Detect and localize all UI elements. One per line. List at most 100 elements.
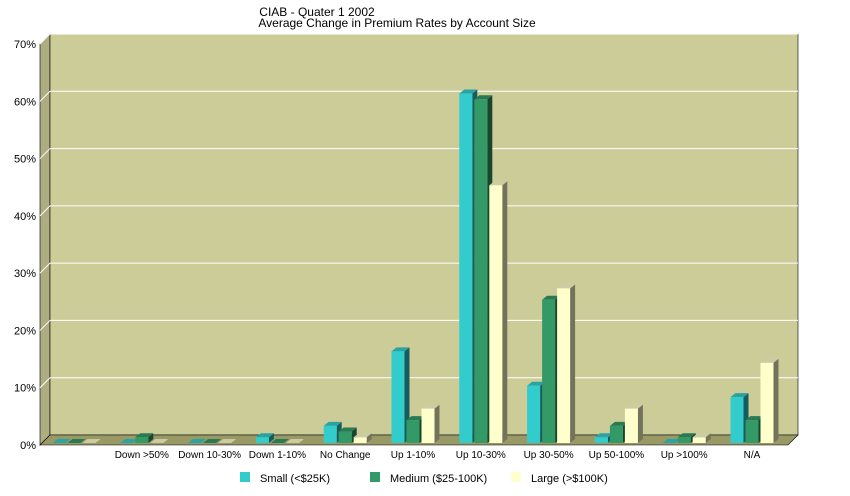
bar-front xyxy=(489,185,503,443)
bar-top xyxy=(188,439,207,443)
x-tick-label: N/A xyxy=(744,450,761,461)
legend: Small (<$25K) Medium ($25-100K) Large (>$1… xyxy=(240,472,608,485)
bar xyxy=(52,439,71,443)
bar-front xyxy=(406,420,420,443)
legend-swatch xyxy=(511,472,521,482)
legend-item: Medium ($25-100K) xyxy=(370,472,487,485)
gridline xyxy=(39,33,51,45)
bar-front xyxy=(542,299,556,443)
legend-label: Large (>$100K) xyxy=(531,473,608,485)
bar xyxy=(730,393,749,443)
bar-front xyxy=(594,437,608,443)
y-tick-label: 30% xyxy=(14,268,36,280)
bar-front xyxy=(459,93,473,444)
bar xyxy=(557,284,576,443)
bar-side xyxy=(148,433,154,443)
legend-item: Small (<$25K) xyxy=(240,472,330,485)
bar-top xyxy=(459,89,478,94)
bar-front xyxy=(135,437,149,443)
chart-subtitle: Average Change in Premium Rates by Accou… xyxy=(258,16,536,30)
bar xyxy=(760,358,779,443)
bar-top xyxy=(135,433,154,438)
bar-front xyxy=(255,437,269,443)
bar-top xyxy=(150,439,169,443)
chart-title: CIAB - Quater 1 2002 xyxy=(259,5,375,19)
gridline xyxy=(39,148,51,159)
bar-front xyxy=(730,397,744,443)
x-tick-label: Down 10-30% xyxy=(178,450,241,461)
bar-top xyxy=(489,181,508,186)
legend-item: Large (>$100K) xyxy=(511,472,608,485)
bar xyxy=(624,404,643,443)
bar-side xyxy=(434,404,440,443)
x-tick-label: No Change xyxy=(320,450,371,461)
bar xyxy=(489,181,508,443)
bar-top xyxy=(421,404,440,409)
bar-top xyxy=(323,421,342,426)
bar-top xyxy=(527,381,546,386)
bar-front xyxy=(624,408,638,443)
bar-top xyxy=(609,421,628,426)
bar-top xyxy=(730,393,749,398)
bar xyxy=(353,433,372,443)
bar xyxy=(255,433,274,443)
y-tick-label: 50% xyxy=(14,154,36,166)
legend-swatch xyxy=(370,472,380,482)
bar-top xyxy=(353,433,372,438)
bars xyxy=(52,89,779,444)
bar-top xyxy=(542,295,561,300)
bar-top xyxy=(391,347,410,352)
y-axis-ticks: 0% 10% 20% 30% 40% 50% 60% 70% xyxy=(14,39,36,452)
back-wall xyxy=(49,33,799,436)
bar-front xyxy=(609,425,623,443)
bar xyxy=(203,439,222,443)
bar-front xyxy=(353,437,367,443)
bar-front xyxy=(677,437,691,443)
x-tick-label: Up 50-100% xyxy=(589,450,645,461)
bar-front xyxy=(391,351,405,443)
bar-front xyxy=(745,420,759,443)
bar-side xyxy=(366,433,372,443)
gridline xyxy=(39,377,51,389)
bar-top xyxy=(120,439,139,443)
x-axis-ticks: Down >50% Down 10-30% Down 1-10% No Change U… xyxy=(115,450,761,461)
bar xyxy=(692,433,711,443)
x-tick-label: Up 30-50% xyxy=(524,450,574,461)
bar xyxy=(67,439,86,443)
bar xyxy=(120,439,139,443)
bar xyxy=(135,433,154,443)
gridline xyxy=(39,320,51,331)
y-tick-label: 40% xyxy=(14,211,36,223)
bar-top xyxy=(218,439,237,443)
bar xyxy=(188,439,207,443)
y-tick-label: 70% xyxy=(14,39,36,51)
gridlines xyxy=(39,33,798,389)
bar-top xyxy=(338,427,357,432)
bar xyxy=(391,347,410,443)
bar-top xyxy=(745,416,764,421)
bar-top xyxy=(760,358,779,363)
bar-top xyxy=(82,439,101,443)
bar-side xyxy=(637,404,643,443)
x-tick-label: Up 1-10% xyxy=(391,450,436,461)
legend-label: Small (<$25K) xyxy=(260,473,330,485)
bar-top xyxy=(52,439,71,443)
bar xyxy=(270,439,289,443)
bar-top xyxy=(406,416,425,421)
y-tick-label: 20% xyxy=(14,325,36,337)
bar xyxy=(150,439,169,443)
bar-top xyxy=(692,433,711,438)
bar-top xyxy=(474,95,493,100)
bar-side xyxy=(773,358,779,443)
bar-front xyxy=(474,99,488,444)
bar-front xyxy=(527,385,541,443)
bar-front xyxy=(692,437,706,443)
bar xyxy=(421,404,440,443)
bar-top xyxy=(594,433,613,438)
x-tick-label: Down 1-10% xyxy=(249,450,306,461)
bar-top xyxy=(557,284,576,289)
bar-top xyxy=(624,404,643,409)
bar-front xyxy=(421,408,435,443)
